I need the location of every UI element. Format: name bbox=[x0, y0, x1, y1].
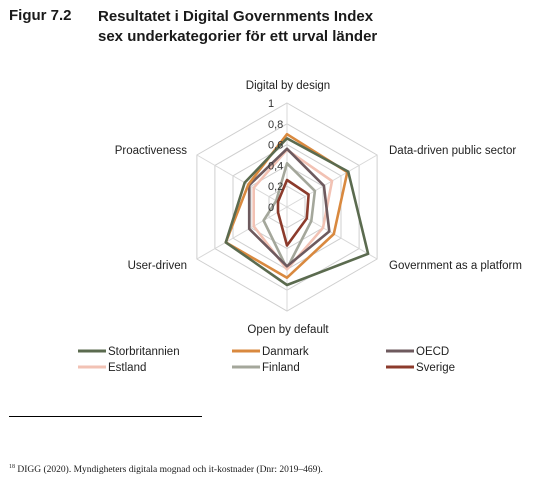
footnote: 18 DIGG (2020). Myndigheters digitala mo… bbox=[9, 464, 323, 475]
radar-grid bbox=[196, 102, 378, 312]
radar-series bbox=[224, 132, 370, 287]
footnote-text: DIGG (2020). Myndigheters digitala mogna… bbox=[17, 465, 323, 475]
footnote-divider bbox=[9, 416, 202, 417]
grid-spoke bbox=[196, 154, 288, 208]
legend-label: Finland bbox=[262, 362, 300, 374]
legend-label: Danmark bbox=[262, 346, 309, 358]
figure-label: Figur 7.2 bbox=[9, 7, 72, 24]
footnote-number: 18 bbox=[9, 464, 15, 470]
chart-legend: Storbritannien Danmark OECD Estland Finland S… bbox=[78, 346, 455, 374]
legend-label: Sverige bbox=[416, 362, 455, 374]
grid-spoke bbox=[196, 206, 288, 260]
tick-label: 0,2 bbox=[268, 181, 283, 193]
legend-label: OECD bbox=[416, 346, 449, 358]
radar-axis-labels: Digital by design Data-driven public sect… bbox=[115, 80, 522, 336]
series-line-estland bbox=[252, 148, 334, 271]
legend-label: Storbritannien bbox=[108, 346, 180, 358]
figure-title: Resultatet i Digital Governments Index s… bbox=[98, 8, 378, 45]
radar-chart: 0 0,2 0,4 0,6 0,8 1 Digital by design Data-dri… bbox=[78, 80, 522, 374]
series-line-storbritannien bbox=[224, 137, 370, 287]
grid-spoke bbox=[286, 206, 378, 260]
series-line-sverige bbox=[276, 178, 310, 247]
axis-label: Data-driven public sector bbox=[389, 145, 516, 157]
axis-label: Digital by design bbox=[246, 80, 330, 92]
tick-label: 0,8 bbox=[268, 119, 283, 131]
radar-ticks: 0 0,2 0,4 0,6 0,8 1 bbox=[268, 98, 283, 214]
tick-label: 0,4 bbox=[268, 160, 283, 172]
axis-label: Government as a platform bbox=[389, 260, 522, 272]
axis-label: User-driven bbox=[128, 260, 187, 272]
legend-label: Estland bbox=[108, 362, 146, 374]
tick-label: 1 bbox=[268, 98, 274, 110]
axis-label: Proactiveness bbox=[115, 145, 187, 157]
tick-label: 0,6 bbox=[268, 140, 283, 152]
axis-label: Open by default bbox=[247, 324, 329, 336]
tick-label: 0 bbox=[268, 202, 274, 214]
